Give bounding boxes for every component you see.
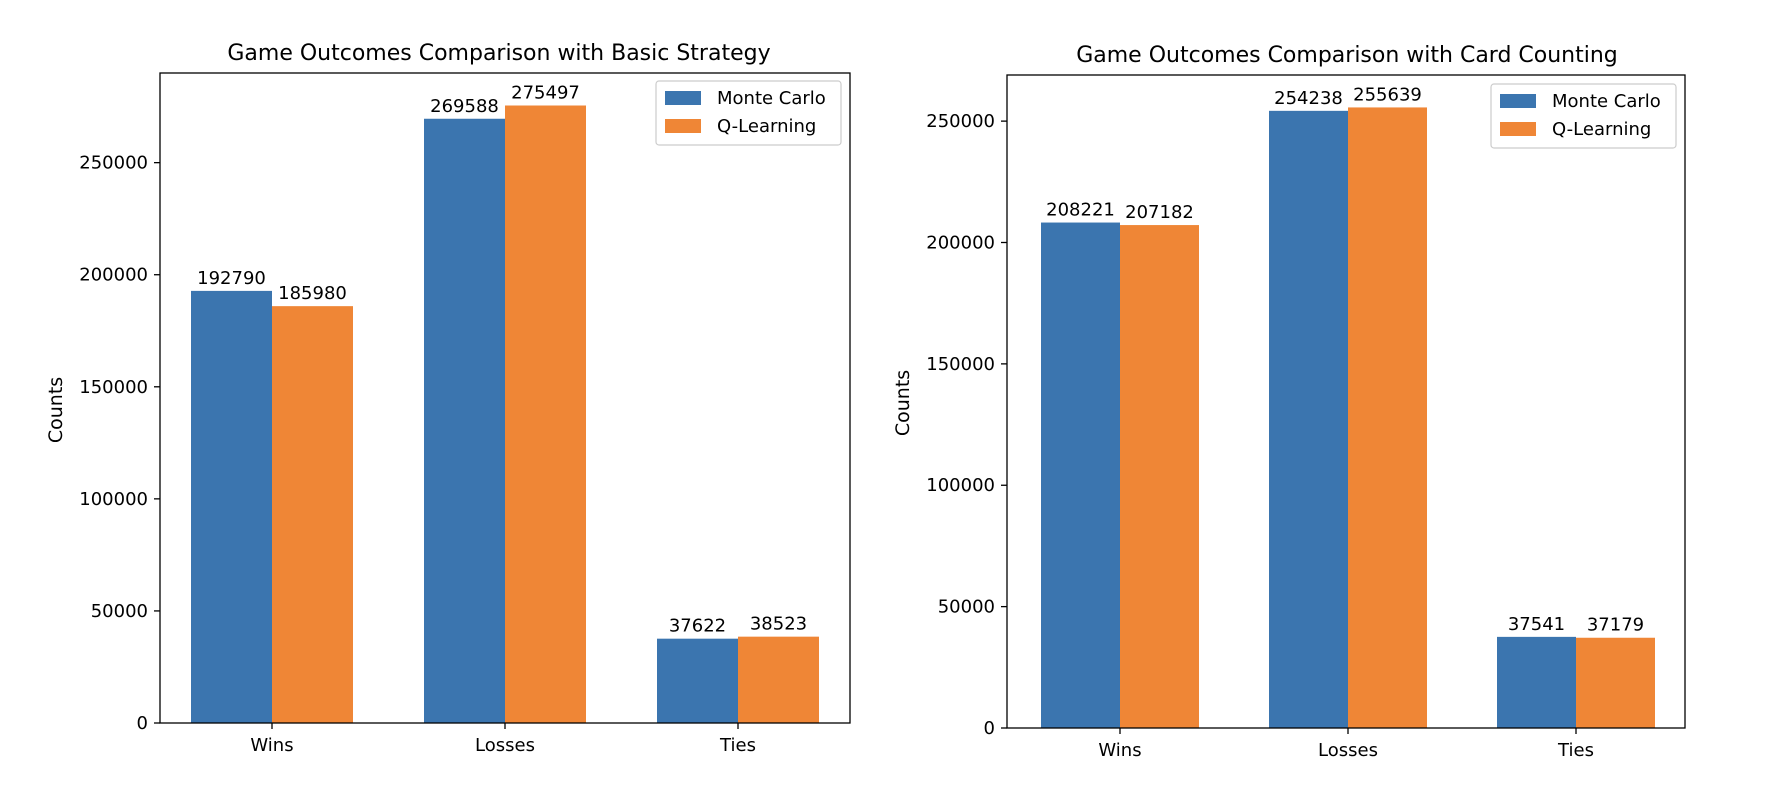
bars bbox=[1041, 107, 1655, 729]
legend-box bbox=[1490, 83, 1677, 149]
x-tick-losses: Losses bbox=[475, 723, 535, 756]
x-tick-ties: Ties bbox=[1557, 728, 1594, 761]
data-label-q-learning-losses: 275497 bbox=[511, 83, 580, 104]
y-tick: 200000 bbox=[926, 232, 1007, 253]
data-label-monte-carlo-wins: 192790 bbox=[197, 268, 266, 289]
x-tick-label-ties: Ties bbox=[719, 735, 756, 756]
y-tick: 50000 bbox=[938, 597, 1007, 618]
x-axis: Wins Losses Ties bbox=[1098, 728, 1594, 761]
y-tick-label: 250000 bbox=[79, 153, 148, 174]
data-labels: 208221 254238 37541 207182 255639 37179 bbox=[1046, 84, 1644, 635]
bar-q-learning-wins bbox=[1120, 225, 1199, 728]
y-tick: 200000 bbox=[79, 265, 160, 286]
data-label-q-learning-wins: 185980 bbox=[278, 283, 347, 304]
legend-swatch-q-learning bbox=[1500, 122, 1536, 136]
x-tick-label-losses: Losses bbox=[475, 735, 535, 756]
y-tick-label: 0 bbox=[137, 713, 148, 734]
bar-q-learning-ties bbox=[1576, 637, 1655, 728]
y-axis-label: Counts bbox=[45, 377, 67, 443]
chart-card-counting: Game Outcomes Comparison with Card Count… bbox=[892, 43, 1686, 761]
data-label-q-learning-losses: 255639 bbox=[1353, 84, 1422, 105]
legend-entry-q-learning: Q-Learning bbox=[665, 116, 816, 137]
y-tick-label: 100000 bbox=[926, 475, 995, 496]
y-axis: 0 50000 100000 150000 200000 250000 bbox=[926, 111, 1007, 739]
y-tick: 150000 bbox=[79, 377, 160, 398]
data-label-q-learning-wins: 207182 bbox=[1125, 202, 1194, 223]
legend-entry-q-learning: Q-Learning bbox=[1500, 119, 1651, 140]
bar-monte-carlo-ties bbox=[1497, 636, 1576, 728]
y-axis: 0 50000 100000 150000 200000 250000 bbox=[79, 153, 160, 734]
y-tick-label: 250000 bbox=[926, 111, 995, 132]
legend-label-monte-carlo: Monte Carlo bbox=[717, 88, 826, 109]
data-label-q-learning-ties: 38523 bbox=[750, 614, 807, 635]
y-tick: 50000 bbox=[91, 601, 160, 622]
y-tick-label: 150000 bbox=[79, 377, 148, 398]
legend-entry-monte-carlo: Monte Carlo bbox=[665, 88, 826, 109]
y-tick-label: 200000 bbox=[926, 232, 995, 253]
data-label-monte-carlo-losses: 269588 bbox=[430, 96, 499, 117]
legend: Monte Carlo Q-Learning bbox=[1490, 83, 1677, 149]
bar-monte-carlo-wins bbox=[191, 290, 272, 723]
x-tick-ties: Ties bbox=[719, 723, 756, 756]
legend-entry-monte-carlo: Monte Carlo bbox=[1500, 91, 1661, 112]
y-tick: 150000 bbox=[926, 354, 1007, 375]
x-tick-label-losses: Losses bbox=[1318, 740, 1378, 761]
y-tick-label: 0 bbox=[984, 718, 995, 739]
y-tick-label: 50000 bbox=[938, 597, 995, 618]
data-label-q-learning-ties: 37179 bbox=[1587, 615, 1644, 636]
chart-basic-strategy: Game Outcomes Comparison with Basic Stra… bbox=[45, 41, 851, 756]
plot-frame bbox=[159, 72, 851, 724]
y-tick-label: 50000 bbox=[91, 601, 148, 622]
y-tick: 100000 bbox=[926, 475, 1007, 496]
data-label-monte-carlo-ties: 37622 bbox=[669, 616, 726, 637]
x-tick-label-wins: Wins bbox=[250, 735, 293, 756]
legend-box bbox=[655, 80, 842, 146]
plot-frame bbox=[1006, 74, 1686, 729]
y-tick: 0 bbox=[984, 718, 1007, 739]
y-tick-label: 200000 bbox=[79, 265, 148, 286]
legend-swatch-monte-carlo bbox=[1500, 94, 1536, 108]
chart-title: Game Outcomes Comparison with Card Count… bbox=[1076, 43, 1618, 68]
bar-q-learning-losses bbox=[1348, 107, 1427, 728]
bar-monte-carlo-ties bbox=[657, 638, 738, 723]
legend-label-q-learning: Q-Learning bbox=[1552, 119, 1651, 140]
bar-monte-carlo-losses bbox=[1269, 110, 1348, 728]
y-tick: 100000 bbox=[79, 489, 160, 510]
legend: Monte Carlo Q-Learning bbox=[655, 80, 842, 146]
y-tick: 250000 bbox=[79, 153, 160, 174]
legend-swatch-q-learning bbox=[665, 119, 701, 133]
data-label-monte-carlo-wins: 208221 bbox=[1046, 200, 1115, 221]
bar-q-learning-wins bbox=[272, 306, 353, 723]
data-label-monte-carlo-losses: 254238 bbox=[1274, 88, 1343, 109]
data-label-monte-carlo-ties: 37541 bbox=[1508, 614, 1565, 635]
bar-q-learning-losses bbox=[505, 105, 586, 724]
legend-swatch-monte-carlo bbox=[665, 91, 701, 105]
y-tick-label: 150000 bbox=[926, 354, 995, 375]
y-tick: 0 bbox=[137, 713, 160, 734]
x-tick-wins: Wins bbox=[250, 723, 294, 756]
legend-label-monte-carlo: Monte Carlo bbox=[1552, 91, 1661, 112]
bar-q-learning-ties bbox=[738, 636, 819, 723]
x-tick-losses: Losses bbox=[1318, 728, 1378, 761]
x-tick-label-wins: Wins bbox=[1098, 740, 1141, 761]
bars bbox=[191, 105, 819, 724]
chart-title: Game Outcomes Comparison with Basic Stra… bbox=[227, 41, 770, 66]
y-tick-label: 100000 bbox=[79, 489, 148, 510]
y-axis-label: Counts bbox=[892, 370, 914, 436]
x-tick-wins: Wins bbox=[1098, 728, 1142, 761]
data-labels: 192790 269588 37622 185980 275497 38523 bbox=[197, 83, 807, 637]
bar-monte-carlo-losses bbox=[424, 118, 505, 723]
y-tick: 250000 bbox=[926, 111, 1007, 132]
x-axis: Wins Losses Ties bbox=[250, 723, 756, 756]
bar-monte-carlo-wins bbox=[1041, 222, 1120, 729]
x-tick-label-ties: Ties bbox=[1557, 740, 1594, 761]
legend-label-q-learning: Q-Learning bbox=[717, 116, 816, 137]
